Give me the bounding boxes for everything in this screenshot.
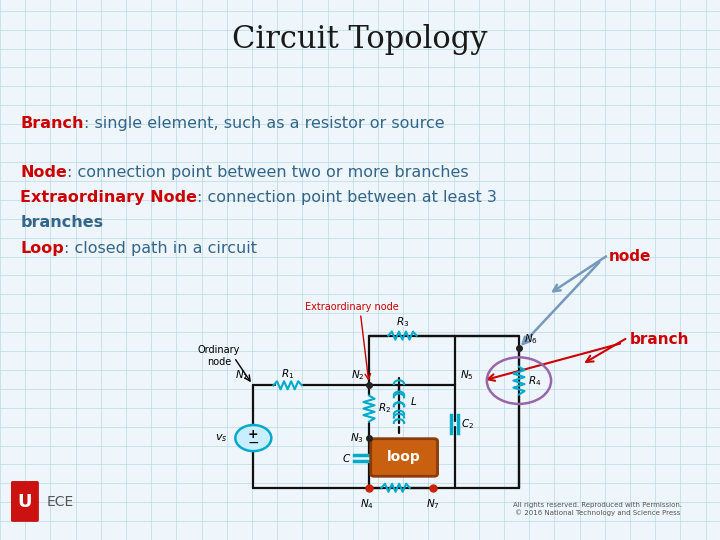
Text: $R_1$: $R_1$	[281, 367, 294, 381]
Text: Circuit Topology: Circuit Topology	[233, 24, 487, 55]
Circle shape	[235, 425, 271, 451]
Text: branches: branches	[20, 215, 103, 231]
Text: $N_1$: $N_1$	[235, 368, 249, 382]
Text: : connection point between at least 3: : connection point between at least 3	[197, 190, 497, 205]
Text: branch: branch	[630, 332, 690, 347]
Text: $C$: $C$	[342, 453, 351, 464]
Text: Extraordinary node: Extraordinary node	[305, 302, 399, 312]
Text: $R_4$: $R_4$	[528, 374, 541, 388]
Text: $R_2$: $R_2$	[377, 402, 391, 415]
Text: : single element, such as a resistor or source: : single element, such as a resistor or …	[84, 116, 444, 131]
Text: −: −	[248, 435, 259, 449]
Text: node: node	[608, 249, 651, 265]
Text: $C_2$: $C_2$	[461, 417, 474, 431]
Text: $N_5$: $N_5$	[460, 368, 474, 382]
Text: loop: loop	[387, 450, 421, 464]
Text: ECE: ECE	[46, 495, 73, 509]
Text: Loop: Loop	[20, 241, 64, 256]
Text: : connection point between two or more branches: : connection point between two or more b…	[67, 165, 469, 180]
Text: All rights reserved. Reproduced with Permission.
© 2016 National Technology and : All rights reserved. Reproduced with Per…	[513, 502, 682, 516]
Text: $N_4$: $N_4$	[360, 497, 374, 511]
Text: Extraordinary Node: Extraordinary Node	[20, 190, 197, 205]
Text: U: U	[17, 494, 32, 511]
Text: $N_2$: $N_2$	[351, 368, 365, 382]
FancyBboxPatch shape	[371, 438, 438, 476]
Text: $R_3$: $R_3$	[396, 315, 409, 329]
Text: $L$: $L$	[410, 395, 417, 407]
Text: Branch: Branch	[20, 116, 84, 131]
Text: : closed path in a circuit: : closed path in a circuit	[64, 241, 257, 256]
Text: $N_3$: $N_3$	[350, 431, 364, 445]
Text: $v_s$: $v_s$	[215, 432, 228, 444]
Text: $N_7$: $N_7$	[426, 497, 440, 511]
FancyBboxPatch shape	[11, 481, 39, 522]
Text: $N_6$: $N_6$	[524, 333, 538, 347]
Text: +: +	[248, 428, 258, 441]
Text: Ordinary
node: Ordinary node	[198, 345, 240, 367]
Text: $R_5$: $R_5$	[389, 466, 402, 480]
Text: Node: Node	[20, 165, 67, 180]
